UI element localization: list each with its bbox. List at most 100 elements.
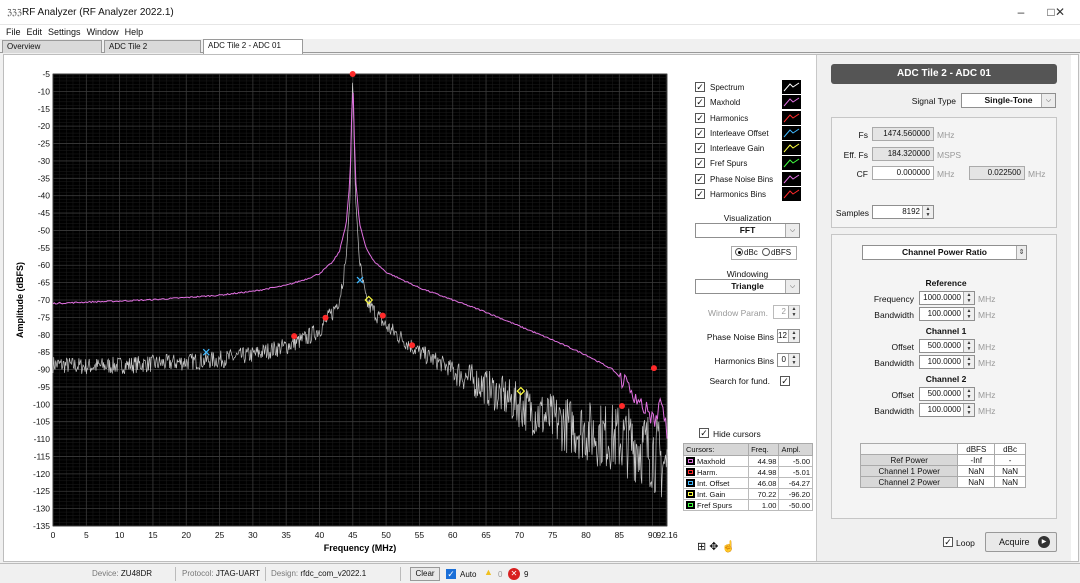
panel-title: ADC Tile 2 - ADC 01	[831, 64, 1057, 84]
menu-edit[interactable]: Edit	[26, 27, 43, 37]
window-title: RF Analyzer (RF Analyzer 2022.1)	[22, 7, 174, 18]
legend-swatch[interactable]	[782, 187, 801, 202]
zoom-icon[interactable]: ⊞	[697, 541, 707, 553]
hide-cursors-checkbox[interactable]: ✓	[699, 428, 709, 438]
measurement-select[interactable]: Channel Power Ratio ⇕	[862, 245, 1027, 260]
ref-frequency-input[interactable]: 1000.0000 ▲ ▼	[919, 291, 975, 305]
spinner-icon[interactable]: ▲ ▼	[963, 356, 974, 368]
maximize-button[interactable]: □	[1047, 5, 1055, 19]
legend-swatch[interactable]	[782, 95, 801, 110]
legend-checkbox[interactable]: ✓	[695, 97, 705, 108]
legend-swatch[interactable]	[782, 110, 801, 125]
menu-help[interactable]: Help	[124, 27, 144, 37]
spinner-icon[interactable]: ▲ ▼	[963, 292, 974, 304]
harmonic-marker[interactable]	[291, 333, 298, 340]
status-device: Device: ZU48DR	[92, 567, 176, 581]
harmonic-marker[interactable]	[379, 312, 386, 319]
spinner-icon[interactable]: ▲ ▼	[963, 388, 974, 400]
menu-file[interactable]: File	[6, 27, 21, 37]
auto-checkbox[interactable]: ✓	[446, 569, 456, 579]
acquire-button[interactable]: Acquire ▶	[985, 532, 1057, 552]
pan-icon[interactable]: ✥	[709, 541, 719, 553]
ch1-offset-input[interactable]: 500.0000 ▲ ▼	[919, 339, 975, 353]
spinner-icon[interactable]: ▲ ▼	[963, 404, 974, 416]
legend-item-harmonics[interactable]: ✓ Harmonics	[695, 110, 811, 126]
legend-swatch[interactable]	[782, 125, 801, 140]
harmonic-marker[interactable]	[650, 365, 657, 372]
menu-settings[interactable]: Settings	[48, 27, 81, 37]
harmonic-marker[interactable]	[322, 314, 329, 321]
interleave-gain-marker[interactable]	[516, 386, 526, 396]
legend-checkbox[interactable]: ✓	[695, 143, 705, 154]
legend-label: Phase Noise Bins	[710, 174, 774, 184]
visualization-select[interactable]: FFT ⌵	[695, 223, 800, 238]
close-button[interactable]: ✕	[1054, 5, 1066, 19]
spectrum-plot[interactable]: 0 5 10 15 20 25 30 35 40 45 50 55 60 65 70 75 80 85 90 92.1…	[3, 54, 683, 554]
legend-checkbox[interactable]: ✓	[695, 82, 705, 92]
legend-item-phase-noise-bins[interactable]: ✓ Phase Noise Bins	[695, 171, 811, 187]
legend-checkbox[interactable]: ✓	[695, 173, 705, 184]
harmonic-marker[interactable]	[409, 342, 416, 349]
ref-bandwidth-input[interactable]: 100.0000 ▲ ▼	[919, 307, 975, 321]
legend-item-interleave-gain[interactable]: ✓ Interleave Gain	[695, 141, 811, 156]
legend-swatch[interactable]	[782, 171, 801, 186]
cursor-hand-icon[interactable]: ☝	[721, 541, 736, 553]
power-value: -	[994, 454, 1026, 466]
clear-button[interactable]: Clear	[410, 567, 440, 581]
harmonic-marker[interactable]	[349, 71, 356, 77]
samples-input[interactable]: 8192 ▲ ▼	[872, 205, 934, 219]
interleave-offset-marker[interactable]	[202, 348, 210, 356]
window-param-input[interactable]: 2 ▲ ▼	[773, 305, 800, 319]
menu-window[interactable]: Window	[86, 27, 119, 37]
cursor-table-header: Cursors: Freq. Ampl.	[682, 443, 813, 456]
legend-swatch[interactable]	[782, 156, 801, 171]
harmonic-marker[interactable]	[618, 403, 625, 410]
minimize-button[interactable]: –	[1017, 5, 1025, 19]
tab-adc-tile-2-adc-01[interactable]: ADC Tile 2 - ADC 01	[203, 39, 303, 54]
legend-checkbox[interactable]: ✓	[695, 158, 705, 169]
legend-checkbox[interactable]: ✓	[695, 112, 705, 123]
harmonics-bins-input[interactable]: 0 ▲ ▼	[777, 353, 800, 367]
legend-item-spectrum[interactable]: ✓ Spectrum	[695, 80, 811, 95]
legend-item-fref-spurs[interactable]: ✓ Fref Spurs	[695, 156, 811, 171]
spinner-icon[interactable]: ▲ ▼	[788, 306, 799, 318]
legend-item-harmonics-bins[interactable]: ✓ Harmonics Bins	[695, 187, 811, 202]
y-tick-label: -15	[38, 104, 51, 114]
spinner-icon[interactable]: ▲ ▼	[963, 340, 974, 352]
interleave-gain-marker[interactable]	[364, 295, 374, 305]
spinner-icon[interactable]: ▲ ▼	[963, 308, 974, 320]
legend-checkbox[interactable]: ✓	[695, 189, 705, 200]
cf-actual-unit: MHz	[1028, 169, 1046, 179]
legend-item-maxhold[interactable]: ✓ Maxhold	[695, 95, 811, 110]
search-fund-checkbox[interactable]: ✓	[780, 376, 790, 386]
cursor-row[interactable]: Int. Offset 46.08 -64.27	[682, 477, 813, 489]
ch1-bandwidth-input[interactable]: 100.0000 ▲ ▼	[919, 355, 975, 369]
tab-overview[interactable]: Overview	[2, 40, 102, 53]
legend-item-interleave-offset[interactable]: ✓ Interleave Offset	[695, 125, 811, 141]
legend-swatch[interactable]	[782, 80, 801, 94]
radio-dbfs[interactable]	[762, 248, 771, 256]
cursor-row[interactable]: Fref Spurs 1.00 -50.00	[682, 499, 813, 511]
cf-actual-value: 0.022500	[969, 166, 1025, 180]
cf-input[interactable]: 0.000000	[872, 166, 934, 180]
ch2-bandwidth-input[interactable]: 100.0000 ▲ ▼	[919, 403, 975, 417]
loop-checkbox[interactable]: ✓	[943, 537, 953, 547]
cursor-row[interactable]: Maxhold 44.98 -5.00	[682, 455, 813, 467]
signal-type-select[interactable]: Single-Tone ⌵	[961, 93, 1056, 108]
ch2-offset-input[interactable]: 500.0000 ▲ ▼	[919, 387, 975, 401]
harmonics-bins-value: 0	[781, 355, 786, 364]
hide-cursors-label: Hide cursors	[713, 429, 761, 439]
spinner-icon[interactable]: ▲ ▼	[922, 206, 933, 218]
interleave-offset-marker[interactable]	[356, 276, 364, 284]
cursor-row[interactable]: Harm. 44.98 -5.01	[682, 466, 813, 478]
cursor-row[interactable]: Int. Gain 70.22 -96.20	[682, 488, 813, 500]
radio-dbc[interactable]	[735, 248, 743, 256]
legend-checkbox[interactable]: ✓	[695, 127, 705, 138]
windowing-select[interactable]: Triangle ⌵	[695, 279, 800, 294]
spinner-icon[interactable]: ▲ ▼	[788, 354, 799, 366]
tab-adc-tile-2[interactable]: ADC Tile 2	[104, 40, 201, 53]
legend-label: Maxhold	[710, 98, 741, 108]
phase-noise-bins-input[interactable]: 12 ▲ ▼	[777, 329, 800, 343]
legend-swatch[interactable]	[782, 141, 801, 156]
spinner-icon[interactable]: ▲ ▼	[788, 330, 799, 342]
